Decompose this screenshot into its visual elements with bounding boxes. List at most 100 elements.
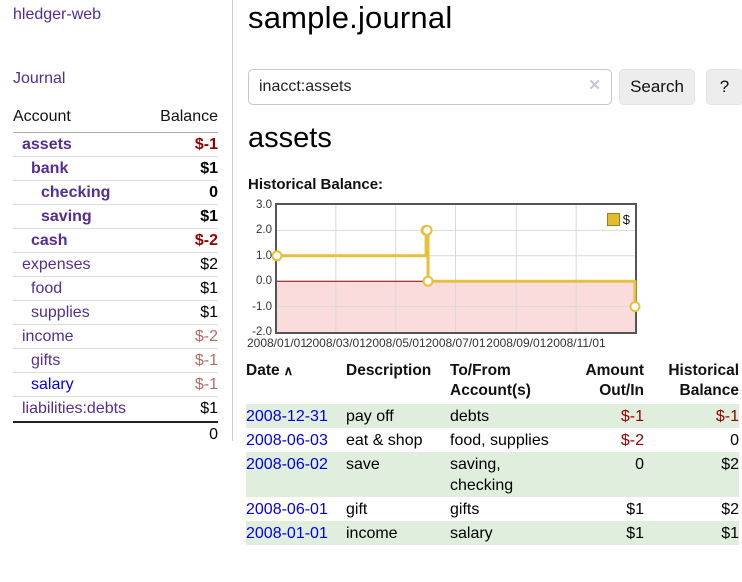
register-header-row: Date ∧ Description To/From Account(s) Amo… — [246, 360, 739, 404]
search-button[interactable]: Search — [619, 69, 695, 105]
column-header-date[interactable]: Date ∧ — [246, 362, 294, 379]
account-row-checking: checking 0 — [13, 181, 218, 205]
transaction-amount: 0 — [635, 456, 644, 473]
transaction-description: pay off — [346, 408, 394, 425]
chart-legend: $ — [606, 212, 630, 227]
historical-balance-chart: $ 3.0 2.0 1.0 0.0 -1.0 -2.0 2008/01/01 2008/03… — [246, 197, 742, 357]
transaction-amount: $1 — [626, 525, 644, 542]
account-balance: $-2 — [194, 327, 218, 345]
y-tick-label: -2.0 — [252, 326, 272, 338]
transaction-balance: 0 — [730, 432, 739, 449]
chart-plot: $ — [271, 203, 641, 334]
y-tick-label: 1.0 — [256, 249, 272, 262]
y-tick-label: 2.0 — [256, 224, 272, 237]
account-balance: $1 — [200, 207, 218, 225]
transaction-accounts: salary — [450, 525, 493, 542]
transaction-accounts: debts — [450, 408, 490, 425]
account-balance: $1 — [200, 279, 218, 297]
column-header-accounts: To/From Account(s) — [450, 362, 531, 399]
register-table: Date ∧ Description To/From Account(s) Amo… — [246, 360, 739, 545]
transaction-date-link[interactable]: 2008-06-03 — [246, 432, 328, 449]
account-link[interactable]: expenses — [22, 255, 91, 273]
sort-ascending-icon: ∧ — [283, 363, 294, 378]
y-tick-label: 0.0 — [256, 275, 272, 288]
transaction-balance: $-1 — [715, 408, 739, 425]
account-row-food: food $1 — [13, 277, 218, 301]
legend-swatch-icon — [606, 213, 620, 226]
transaction-amount: $-1 — [620, 408, 644, 425]
x-tick-label: 2008/05/01 — [365, 336, 426, 350]
x-tick-label: 2008/11/01 — [546, 336, 606, 350]
page-title: sample.journal — [248, 0, 453, 35]
account-link[interactable]: assets — [22, 135, 72, 153]
account-balance: $-2 — [194, 231, 218, 249]
main-content: sample.journal × Search ? assets Histori… — [246, 0, 742, 582]
account-balance: $-1 — [194, 135, 218, 153]
account-row-saving: saving $1 — [13, 205, 218, 229]
account-row-expenses: expenses $2 — [13, 253, 218, 277]
x-tick-label: 2008/03/01 — [305, 336, 366, 350]
transaction-date-link[interactable]: 2008-06-01 — [246, 501, 328, 518]
account-table-header: Account Balance — [13, 106, 218, 133]
transaction-amount: $-2 — [620, 432, 644, 449]
brand-link[interactable]: hledger-web — [13, 6, 102, 23]
account-balance: $1 — [200, 303, 218, 321]
balance-column-header: Balance — [160, 108, 218, 125]
account-balance: $2 — [200, 255, 218, 273]
help-button[interactable]: ? — [706, 69, 742, 105]
account-row-gifts: gifts $-1 — [13, 349, 218, 373]
x-tick-label: 2008/01/01 — [246, 336, 308, 350]
column-header-description: Description — [346, 362, 432, 379]
account-link[interactable]: bank — [31, 159, 69, 177]
account-balance: $-1 — [194, 375, 218, 393]
register-row: 2008-01-01 income salary $1 $1 — [246, 521, 739, 545]
transaction-date-link[interactable]: 2008-12-31 — [246, 408, 328, 425]
x-tick-label: 2008/09/01 — [486, 336, 547, 350]
transaction-date-link[interactable]: 2008-06-02 — [246, 456, 328, 473]
sidebar-item-journal[interactable]: Journal — [13, 70, 66, 87]
search-form: × Search ? — [248, 69, 742, 105]
transaction-description: eat & shop — [346, 432, 423, 449]
account-link[interactable]: income — [22, 327, 74, 345]
accounts-total-value: 0 — [209, 425, 218, 443]
account-link[interactable]: checking — [41, 183, 111, 201]
transaction-balance: $1 — [721, 525, 739, 542]
accounts-total-row: 0 — [13, 421, 218, 446]
x-tick-label: 2008/07/01 — [425, 336, 486, 350]
transaction-accounts: gifts — [450, 501, 480, 518]
account-balance-table: Account Balance assets $-1 bank $1 check… — [13, 106, 218, 446]
transaction-amount: $1 — [626, 501, 644, 518]
legend-label: $ — [622, 212, 630, 227]
y-tick-label: 3.0 — [256, 199, 272, 211]
account-balance: 0 — [209, 183, 218, 201]
account-link[interactable]: saving — [41, 207, 92, 225]
chart-title: Historical Balance: — [248, 176, 384, 193]
register-row: 2008-12-31 pay off debts $-1 $-1 — [246, 404, 739, 428]
account-row-salary: salary $-1 — [13, 373, 218, 397]
transaction-accounts: saving, checking — [450, 456, 514, 494]
sidebar: hledger-web Journal Account Balance asse… — [0, 0, 232, 582]
clear-search-icon[interactable]: × — [589, 75, 601, 96]
transaction-accounts: food, supplies — [450, 432, 549, 449]
account-balance: $1 — [200, 159, 218, 177]
account-row-bank: bank $1 — [13, 157, 218, 181]
account-column-header: Account — [13, 108, 71, 125]
account-link[interactable]: food — [31, 279, 63, 297]
register-row: 2008-06-01 gift gifts $1 $2 — [246, 497, 739, 521]
account-balance: $-1 — [194, 351, 218, 369]
account-link[interactable]: salary — [31, 375, 74, 393]
account-link[interactable]: supplies — [31, 303, 90, 321]
transaction-description: income — [346, 525, 398, 542]
transaction-balance: $2 — [721, 456, 739, 473]
transaction-description: gift — [346, 501, 368, 518]
transaction-date-link[interactable]: 2008-01-01 — [246, 525, 328, 542]
sidebar-divider — [232, 0, 233, 441]
account-link[interactable]: gifts — [31, 351, 61, 369]
account-link[interactable]: cash — [31, 231, 68, 249]
account-link[interactable]: liabilities:debts — [22, 400, 127, 417]
transaction-description: save — [346, 456, 380, 473]
account-balance: $1 — [200, 400, 218, 417]
search-input[interactable] — [248, 69, 612, 105]
column-header-amount: Amount Out/In — [585, 362, 644, 399]
